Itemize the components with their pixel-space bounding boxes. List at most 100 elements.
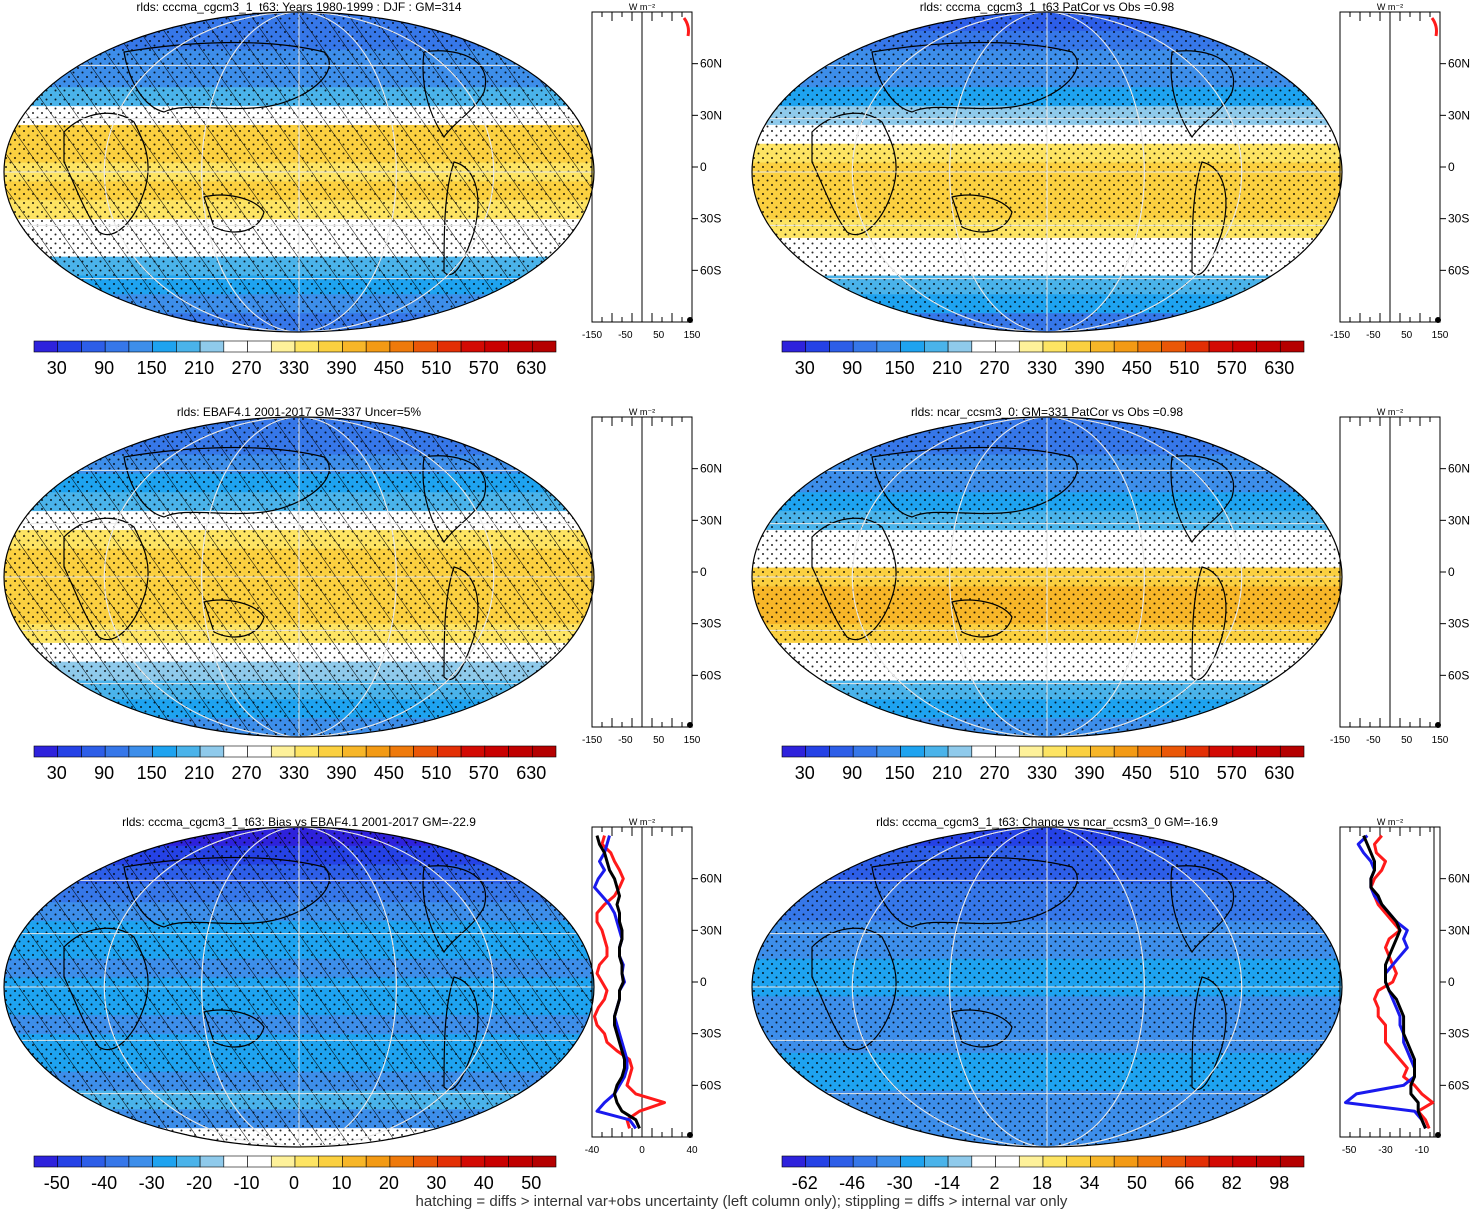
colorbar-cell [104, 1155, 130, 1168]
colorbar-cell [900, 1155, 925, 1168]
colorbar-label: 90 [842, 763, 862, 783]
profile-series-black [1362, 835, 1427, 1129]
colorbar-cell [1090, 340, 1115, 353]
colorbar-cell [484, 745, 509, 758]
colorbar: 30 90 150 210 270 330 390 450 510 570 630 [781, 340, 1305, 378]
colorbar-cell [342, 1155, 367, 1168]
colorbar-label: 20 [379, 1173, 399, 1193]
profile-lat-label: 30S [700, 212, 721, 226]
colorbar-cell [829, 340, 854, 353]
colorbar-label: 82 [1222, 1173, 1242, 1193]
profile-lat-label: 30N [1448, 923, 1470, 937]
colorbar-label: 450 [1122, 763, 1152, 783]
colorbar-cell [805, 1155, 830, 1168]
zonal-profile: W m⁻² -150 -50 50 150 60N 30N 0 30S 60S [582, 2, 722, 341]
profile-xtick-label: 50 [1401, 735, 1413, 746]
colorbar-cell [781, 340, 807, 353]
profile-lat-label: 30S [1448, 212, 1469, 226]
colorbar-cell [247, 340, 272, 353]
colorbar-cell [342, 340, 367, 353]
colorbar-cell [81, 1155, 106, 1168]
profile-lat-label: 30N [700, 513, 722, 527]
profile-lat-label: 60N [700, 57, 722, 71]
colorbar-cell [152, 745, 177, 758]
zonal-profile: W m⁻² -150 -50 50 150 60N 30N 0 30S 60S [1330, 407, 1470, 746]
colorbar-cell [805, 340, 830, 353]
colorbar-cell [294, 340, 320, 353]
map-border [751, 416, 1343, 738]
colorbar-label: -30 [139, 1173, 165, 1193]
colorbar-label: 330 [279, 358, 309, 378]
colorbar-cell [199, 745, 225, 758]
colorbar-cell [1232, 1155, 1257, 1168]
colorbar-label: 270 [232, 358, 262, 378]
colorbar-cell [900, 745, 925, 758]
colorbar-cell [1066, 1155, 1091, 1168]
profile-xtick-label: -50 [1366, 735, 1381, 746]
profile-series-red [682, 17, 690, 37]
colorbar-label: 150 [885, 358, 915, 378]
colorbar-cell [1232, 745, 1257, 758]
map-panel [751, 416, 1343, 738]
colorbar-cell [33, 1155, 59, 1168]
colorbar-cell [531, 745, 557, 758]
colorbar-cell [104, 745, 130, 758]
colorbar-cell [508, 1155, 533, 1168]
colorbar-cell [247, 745, 272, 758]
colorbar-cell [1279, 1155, 1305, 1168]
colorbar-label: 390 [326, 358, 356, 378]
profile-unit: W m⁻² [1377, 817, 1403, 827]
graticule-lon [201, 12, 397, 332]
colorbar-label: 34 [1079, 1173, 1099, 1193]
colorbar-label: -50 [44, 1173, 70, 1193]
colorbar-cell [924, 1155, 949, 1168]
graticule-lon [949, 417, 1145, 737]
colorbar-cell [1185, 1155, 1210, 1168]
map-border [751, 11, 1343, 333]
colorbar-label: 510 [1169, 763, 1199, 783]
colorbar-label: 630 [1264, 358, 1294, 378]
colorbar-cell [176, 745, 201, 758]
colorbar-cell [1066, 745, 1091, 758]
colorbar-label: 390 [1074, 763, 1104, 783]
graticule-lon [851, 417, 1243, 737]
profile-lat-label: 30N [1448, 108, 1470, 122]
colorbar-cell [1090, 745, 1115, 758]
colorbar-cell [1208, 745, 1234, 758]
colorbar-cell [413, 745, 438, 758]
colorbar-cell [508, 745, 533, 758]
profile-xtick-label: -30 [1378, 1145, 1393, 1156]
panel-title: rlds: cccma_cgcm3_1_t63 PatCor vs Obs =0… [920, 0, 1175, 14]
profile-lat-label: 0 [1448, 565, 1455, 579]
profile-unit: W m⁻² [629, 817, 655, 827]
colorbar-cell [1161, 340, 1186, 353]
colorbar-label: 390 [1074, 358, 1104, 378]
colorbar-cell [1208, 1155, 1234, 1168]
colorbar-label: -46 [839, 1173, 865, 1193]
colorbar-cell [508, 340, 533, 353]
colorbar-cell [389, 340, 414, 353]
colorbar-label: -14 [934, 1173, 960, 1193]
profile-xtick-label: -50 [1342, 1145, 1357, 1156]
colorbar-cell [1042, 1155, 1068, 1168]
colorbar-label: 330 [279, 763, 309, 783]
panel-title: rlds: cccma_cgcm3_1_t63: Change vs ncar_… [876, 815, 1218, 829]
colorbar-cell [1018, 340, 1044, 353]
profile-point [1435, 1132, 1441, 1138]
zonal-profile: W m⁻² -150 -50 50 150 60N 30N 0 30S 60S [582, 407, 722, 746]
colorbar-label: 630 [1264, 763, 1294, 783]
colorbar-cell [294, 745, 320, 758]
profile-xtick-label: 50 [1401, 330, 1413, 341]
profile-lat-label: 0 [700, 160, 707, 174]
profile-point [687, 1132, 693, 1138]
colorbar-label: 30 [47, 763, 67, 783]
profile-series-red [593, 835, 666, 1129]
colorbar-label: 450 [1122, 358, 1152, 378]
profile-lat-label: 0 [700, 975, 707, 989]
colorbar-cell [1113, 340, 1139, 353]
colorbar-cell [318, 1155, 343, 1168]
profile-lat-label: 60S [1448, 668, 1469, 682]
profile-lat-label: 0 [1448, 160, 1455, 174]
colorbar-label: 2 [990, 1173, 1000, 1193]
